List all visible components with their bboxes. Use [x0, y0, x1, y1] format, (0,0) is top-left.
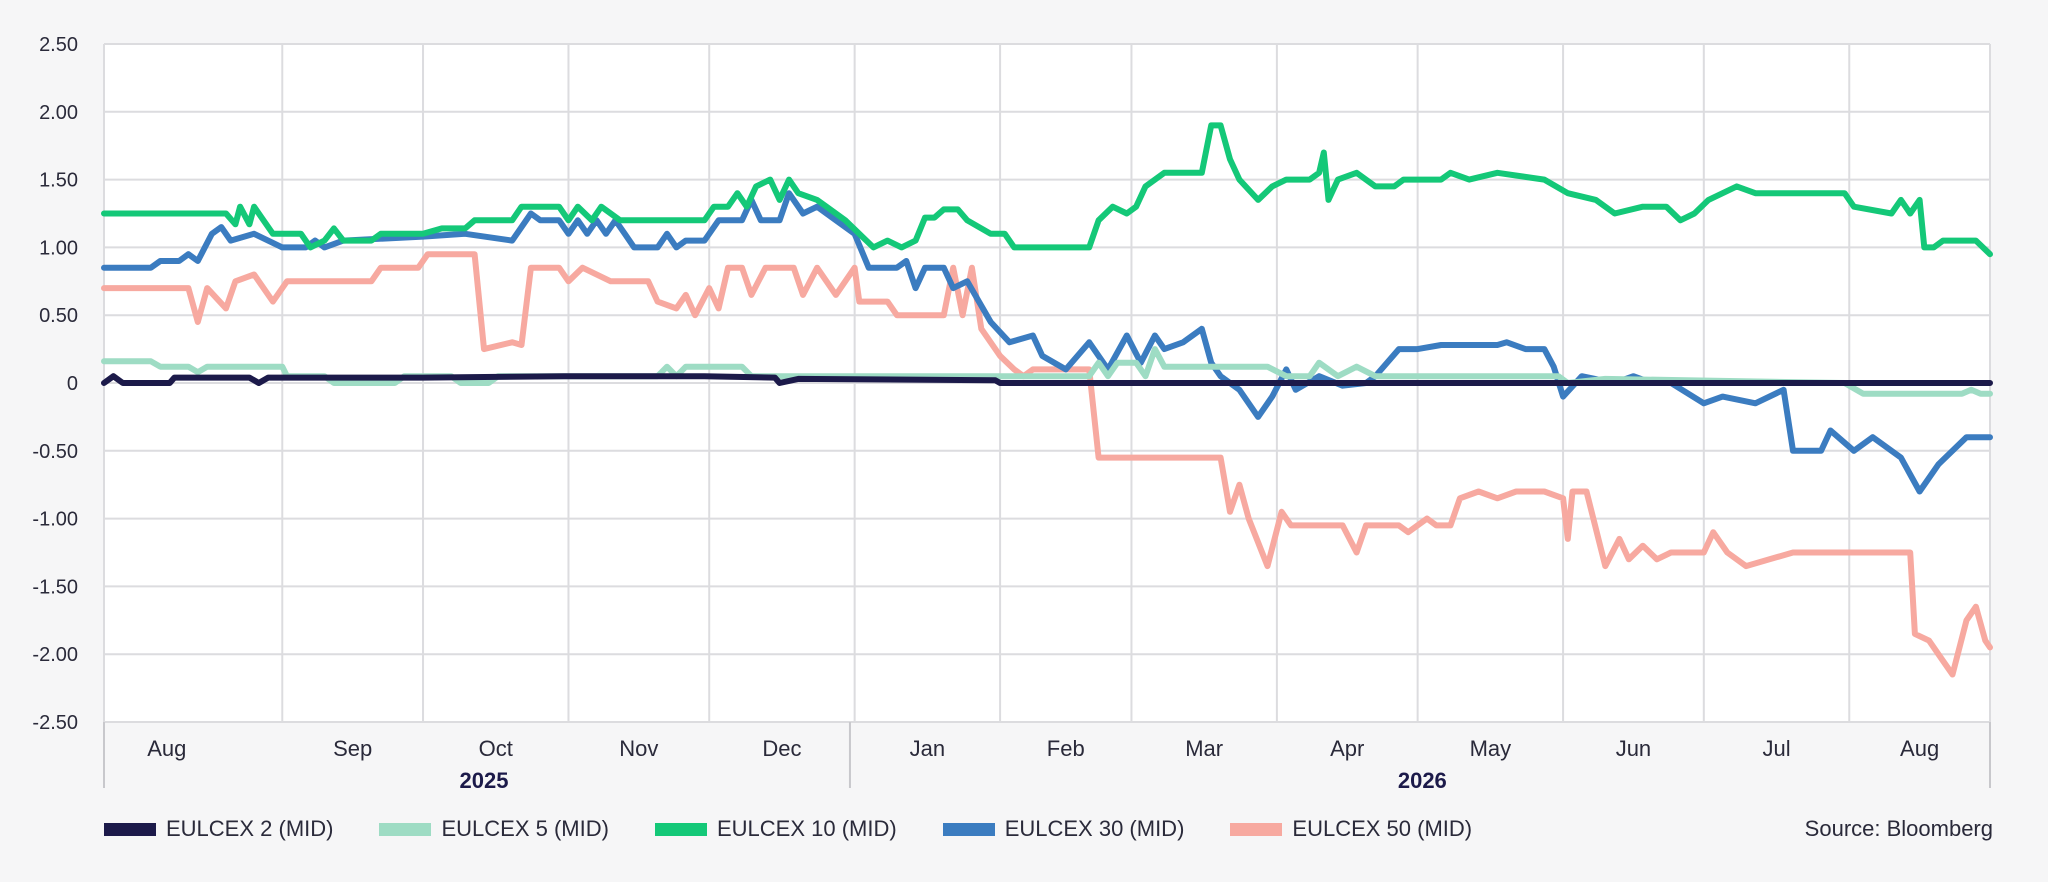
legend: EULCEX 2 (MID) EULCEX 5 (MID) EULCEX 10 …	[104, 816, 1518, 842]
x-tick-label: May	[1470, 736, 1512, 761]
line-chart: 2.50 2.00 1.50 1.00 0.50 0 -0.50 -1.00 -1.50 -2.0…	[32, 34, 1993, 793]
series-lines	[101, 122, 1993, 678]
legend-item-eulcex-10: EULCEX 10 (MID)	[654, 816, 897, 842]
legend-label: EULCEX 50 (MID)	[1292, 816, 1473, 841]
y-tick-label: 2.00	[39, 102, 78, 124]
x-tick-label: Mar	[1185, 736, 1223, 761]
y-tick-label: -1.00	[32, 509, 78, 531]
series-line-eulcex-50-mid	[101, 251, 1993, 678]
x-tick-label: Dec	[762, 736, 801, 761]
legend-swatch	[104, 822, 156, 836]
x-tick-label: Apr	[1330, 736, 1364, 761]
y-tick-label: 1.50	[39, 170, 78, 192]
y-axis: 2.50 2.00 1.50 1.00 0.50 0 -0.50 -1.00 -1.50 -2.0…	[32, 34, 78, 734]
year-label: 2026	[1398, 768, 1447, 790]
y-tick-label: 2.50	[39, 34, 78, 56]
legend-label: EULCEX 10 (MID)	[716, 816, 897, 841]
legend-label: EULCEX 5 (MID)	[441, 816, 609, 841]
x-tick-label: Aug	[147, 736, 186, 761]
legend-swatch	[1230, 822, 1283, 836]
x-tick-label: Sep	[333, 736, 372, 761]
legend-label: EULCEX 30 (MID)	[1004, 816, 1185, 841]
x-tick-label: Oct	[479, 736, 513, 761]
x-axis: Aug Sep Oct Nov Dec Jan Feb Mar Apr May Jun Jul Aug 2…	[103, 722, 1991, 793]
source-note: Source: Bloomberg	[1804, 816, 1993, 841]
x-tick-label: Nov	[619, 736, 658, 761]
series-line-eulcex-10-mid	[101, 122, 1993, 258]
legend-item-eulcex-50: EULCEX 50 (MID)	[1230, 816, 1472, 842]
legend-swatch	[942, 822, 995, 836]
legend-item-eulcex-2: EULCEX 2 (MID)	[104, 816, 333, 842]
x-tick-label: Feb	[1047, 736, 1085, 761]
y-tick-label: -0.50	[32, 441, 78, 463]
y-tick-label: -2.50	[32, 712, 78, 734]
legend-swatch	[654, 822, 707, 836]
legend-item-eulcex-5: EULCEX 5 (MID)	[379, 816, 609, 842]
x-tick-label: Jun	[1616, 736, 1651, 761]
y-tick-label: -1.50	[32, 576, 78, 598]
x-tick-label: Aug	[1900, 736, 1939, 761]
legend-item-eulcex-30: EULCEX 30 (MID)	[942, 816, 1185, 842]
legend-swatch	[379, 822, 432, 836]
legend-label: EULCEX 2 (MID)	[166, 816, 334, 841]
y-tick-label: 1.00	[39, 237, 78, 259]
x-tick-label: Jul	[1762, 736, 1790, 761]
x-tick-label: Jan	[910, 736, 945, 761]
y-tick-label: 0	[67, 373, 78, 395]
y-tick-label: -2.00	[32, 644, 78, 666]
year-label: 2025	[460, 768, 509, 790]
y-tick-label: 0.50	[39, 305, 78, 327]
series-line-eulcex-2-mid	[101, 373, 1993, 386]
